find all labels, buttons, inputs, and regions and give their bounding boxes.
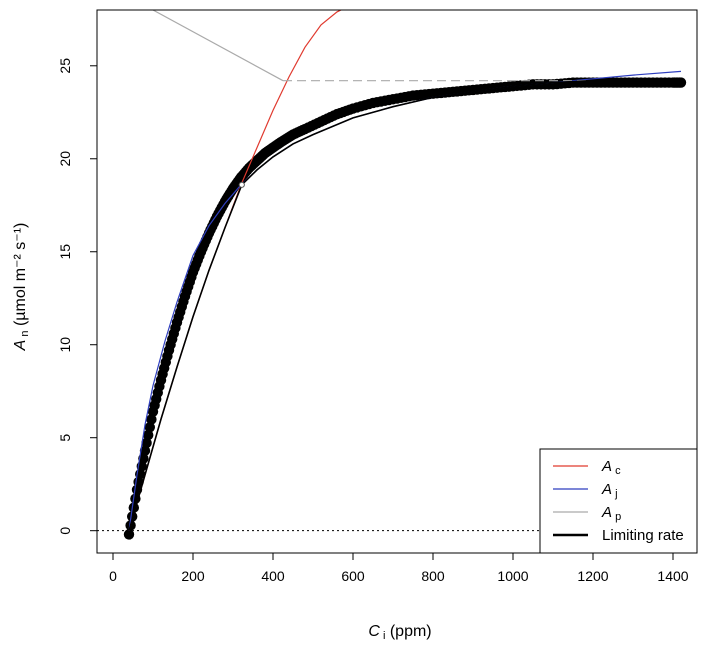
x-tick-label: 1400	[657, 568, 688, 584]
y-tick-label: 0	[57, 527, 73, 535]
series-line-limiting	[128, 79, 681, 531]
data-point	[144, 422, 155, 433]
data-point	[186, 271, 197, 283]
plot-clipped	[97, 10, 697, 540]
series-line-Ac	[128, 10, 342, 531]
series-line-Ap	[152, 10, 284, 82]
data-point	[178, 296, 189, 307]
y-tick-label: 25	[57, 58, 73, 74]
legend-label-limiting: Limiting rate	[602, 527, 684, 544]
x-tick-label: 1200	[577, 568, 608, 584]
data-point	[141, 437, 152, 449]
data-point	[543, 79, 555, 90]
data-point	[674, 77, 685, 88]
y-tick-label: 5	[57, 434, 73, 442]
legend: A c A j A p Limiting rate	[539, 448, 698, 554]
data-point	[146, 414, 157, 425]
data-point	[194, 250, 205, 262]
data-point	[127, 511, 138, 522]
data-point	[363, 98, 375, 110]
legend-label-Ac: A c	[601, 458, 621, 477]
x-tick-label: 1000	[497, 568, 528, 584]
data-point	[123, 529, 135, 540]
data-point	[143, 429, 154, 441]
data-point	[483, 83, 495, 94]
y-tick-label: 10	[57, 337, 73, 353]
plot-area	[97, 10, 697, 540]
data-point	[423, 88, 435, 100]
data-point	[170, 322, 181, 334]
data-point	[162, 351, 173, 362]
data-point	[139, 445, 151, 456]
data-point	[138, 453, 149, 464]
data-point	[403, 91, 415, 102]
y-tick-label: 15	[57, 244, 73, 260]
x-tick-label: 400	[261, 568, 285, 584]
axes: 0 200 400 600 800 1000 1200 1400 0 5 10 15 20 25 C i (…	[12, 9, 698, 642]
x-tick-label: 600	[341, 568, 365, 584]
y-tick-label: 20	[57, 151, 73, 167]
data-point	[154, 381, 165, 392]
plot-frame	[96, 9, 698, 554]
x-axis-title: C i (ppm)	[368, 623, 431, 642]
y-axis-title: A n (µmol m⁻² s⁻¹)	[12, 223, 31, 352]
legend-label-Aj: A j	[601, 481, 618, 500]
x-tick-label: 800	[421, 568, 445, 584]
x-tick-label: 0	[109, 568, 117, 584]
transition-point	[238, 181, 245, 188]
data-point	[383, 94, 395, 106]
x-tick-label: 200	[181, 568, 205, 584]
legend-label-Ap: A p	[601, 504, 621, 523]
